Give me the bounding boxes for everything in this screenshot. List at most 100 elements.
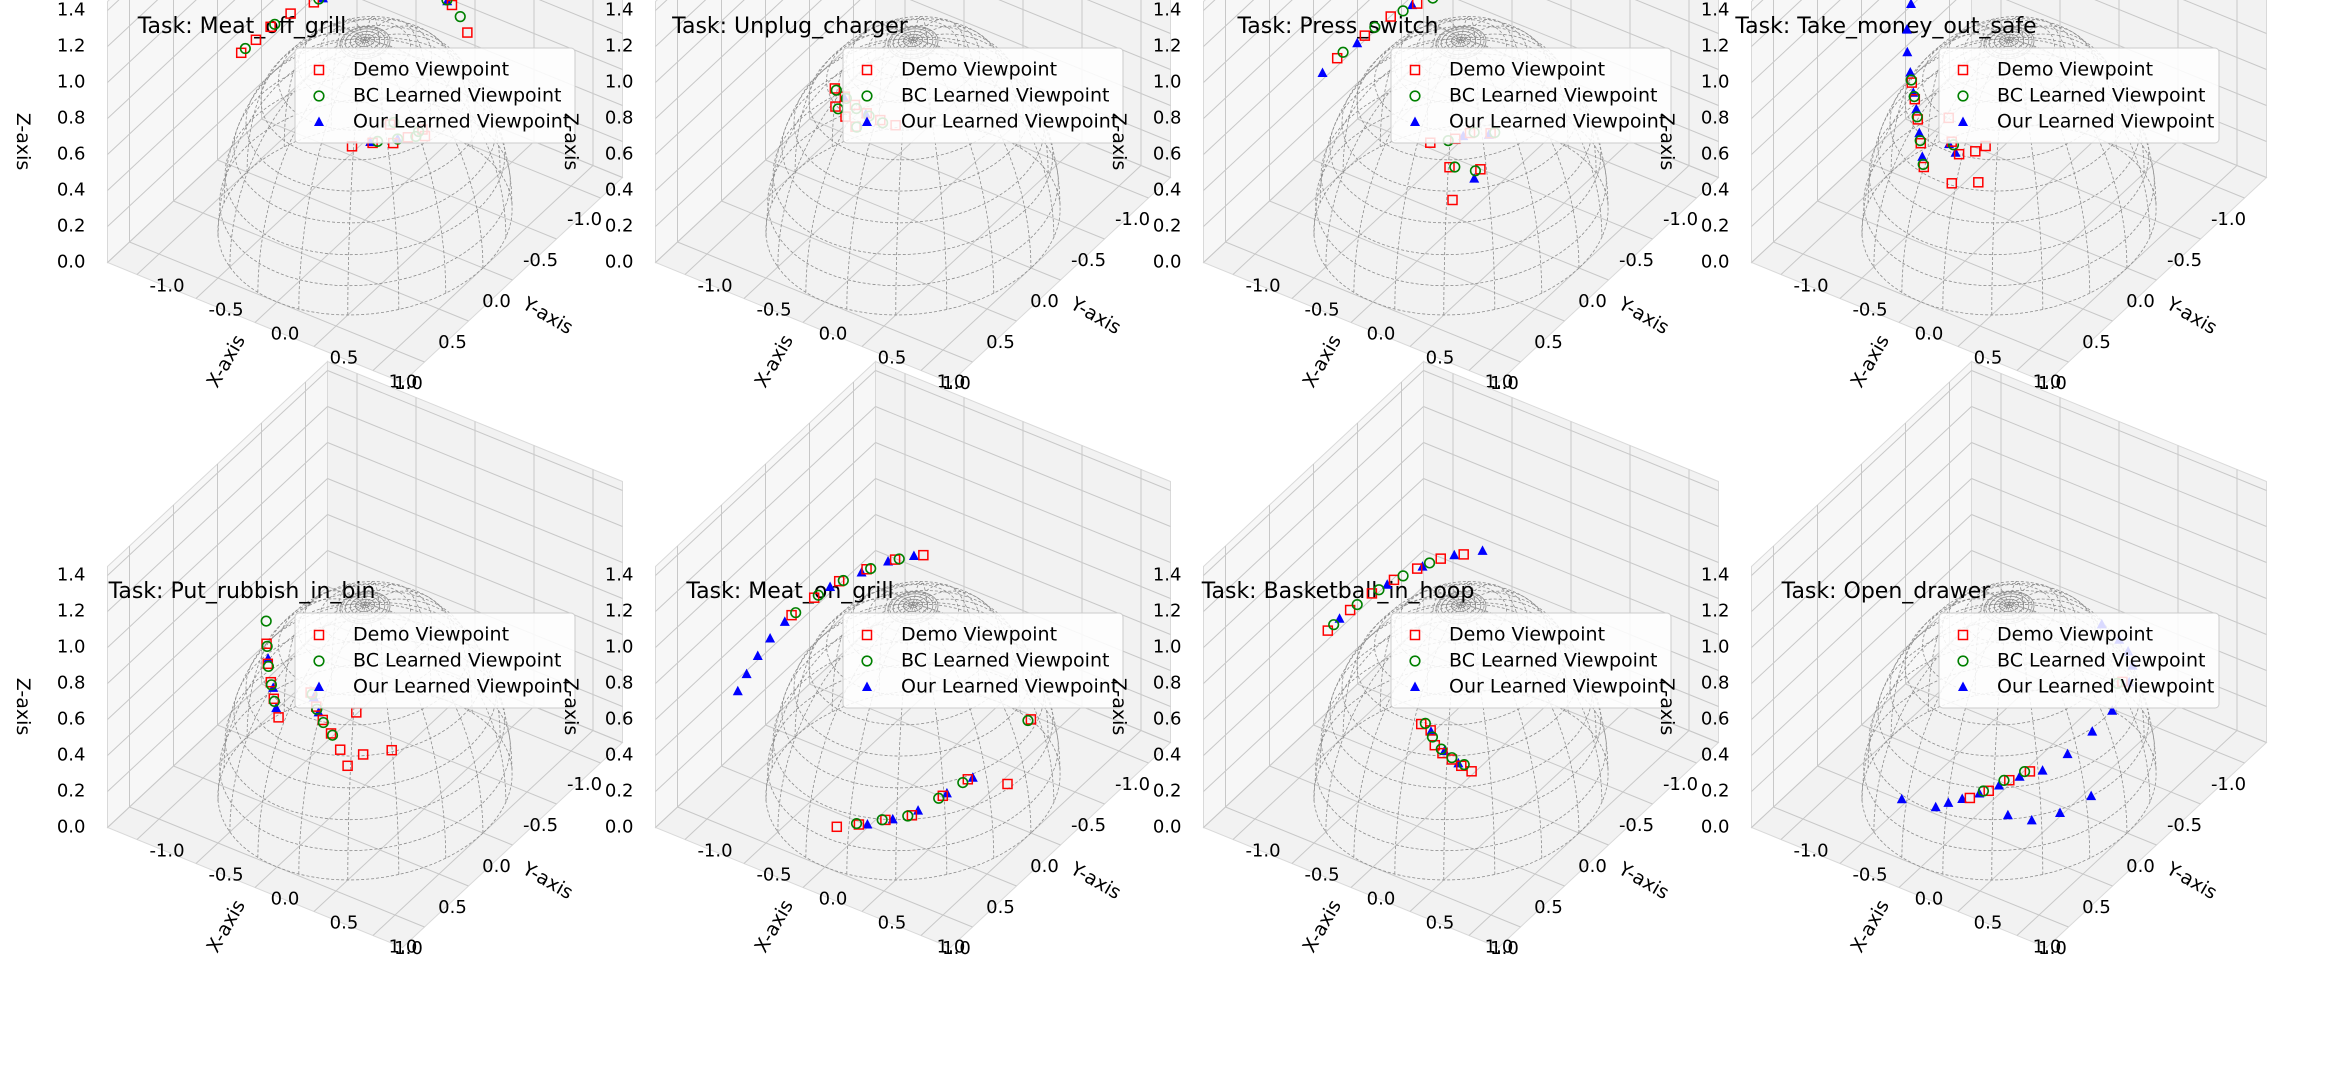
z-tick-label: 0.8 — [605, 673, 634, 694]
our-viewpoint-marker — [1453, 757, 1464, 768]
parallel-line — [765, 124, 1061, 316]
z-tick-label: 1.2 — [1701, 601, 1730, 622]
x-tick-label: -0.5 — [1304, 300, 1339, 321]
meridian-line — [364, 581, 383, 690]
bc-viewpoint-marker — [790, 607, 802, 619]
x-tick-label: -1.0 — [697, 841, 732, 862]
series-demo — [786, 549, 1037, 833]
meridian-line — [347, 604, 366, 880]
x-axis-ticks: -1.0 -0.5 0.0 0.5 1.0 — [1793, 841, 2061, 958]
bc-viewpoint-marker — [1337, 46, 1349, 58]
z-tick-label: 0.6 — [1153, 144, 1182, 165]
bc-viewpoint-marker — [261, 640, 273, 652]
y-axis-label: Y-axis — [1614, 292, 1673, 339]
side-grid-line — [1203, 586, 1424, 792]
z-tick-label: 1.4 — [1701, 565, 1730, 586]
legend-label: Our Learned Viewpoint — [1997, 676, 2214, 698]
legend-ours-marker — [1958, 116, 1968, 126]
y-tick-label: 0.0 — [482, 856, 511, 877]
legend-box — [1390, 47, 1672, 144]
z-axis-label: Z-axis — [1108, 113, 1130, 171]
floor-grid-line — [721, 200, 1017, 322]
side-grid-line — [1203, 514, 1424, 720]
z-tick-label: 0.0 — [605, 817, 634, 838]
z-tick-label: 1.0 — [1153, 72, 1182, 93]
side-grid-line — [107, 442, 328, 648]
pole-ring — [908, 601, 918, 609]
back-grid-line — [327, 442, 623, 563]
z-tick-label: 0.0 — [57, 817, 86, 838]
bc-viewpoint-marker — [1458, 759, 1470, 771]
y-tick-label: 0.0 — [2126, 291, 2155, 312]
our-viewpoint-marker — [1930, 801, 1941, 812]
floor-grid-line — [1225, 806, 1521, 928]
subplot-title: Task: Basketball_in_hoop — [1201, 579, 1475, 604]
z-tick-label: 0.0 — [1153, 817, 1182, 838]
meridian-line — [1991, 604, 2010, 880]
demo-viewpoint-marker — [830, 101, 841, 112]
y-tick-label: -1.0 — [2211, 774, 2246, 795]
legend-ours-marker — [862, 681, 872, 691]
x-axis-label: X-axis — [750, 331, 798, 391]
y-axis-ticks: -1.0 -0.5 0.0 0.5 1.0 — [2038, 774, 2246, 959]
pole-ring — [1450, 598, 1472, 613]
demo-viewpoint-marker — [386, 744, 397, 756]
meridian-line — [895, 39, 914, 315]
side-grid-line — [1203, 0, 1332, 119]
demo-viewpoint-marker — [1970, 146, 1981, 157]
x-tick-label: 1.0 — [2033, 372, 2062, 393]
meridian-line — [330, 18, 366, 131]
meridian-line — [912, 590, 1021, 713]
bc-viewpoint-marker — [1998, 774, 2010, 787]
z-tick-label: 0.2 — [57, 781, 86, 802]
demo-viewpoint-marker — [1359, 30, 1371, 41]
bc-viewpoint-marker — [1435, 743, 1447, 755]
z-tick-label: 0.4 — [605, 745, 634, 766]
side-grid-line — [1751, 0, 1919, 155]
parallel-line — [808, 590, 1018, 726]
y-tick-label: 0.5 — [1534, 332, 1563, 353]
side-grid-line — [1751, 0, 1841, 83]
z-tick-label: 0.2 — [57, 216, 86, 237]
x-tick-label: 0.5 — [1426, 913, 1455, 934]
our-viewpoint-marker — [1917, 151, 1928, 161]
our-viewpoint-marker — [2087, 726, 2098, 736]
z-tick-label: 0.2 — [1153, 781, 1182, 802]
our-viewpoint-marker — [1417, 561, 1428, 571]
our-viewpoint-marker — [2026, 814, 2037, 825]
z-tick-label: 0.2 — [1701, 781, 1730, 802]
meridian-line — [1379, 25, 1462, 147]
legend-demo-marker — [861, 64, 873, 76]
legend-box — [1390, 612, 1672, 709]
y-tick-label: -1.0 — [1115, 209, 1150, 230]
bc-viewpoint-marker — [260, 615, 272, 627]
side-grid-line — [107, 514, 328, 720]
meridian-line — [1460, 590, 1569, 713]
side-grid-line — [1203, 370, 1424, 576]
floor-grid-line — [677, 806, 973, 928]
x-tick-label: 0.0 — [271, 324, 300, 345]
floor-grid-line — [1225, 241, 1521, 363]
bc-viewpoint-marker — [1427, 0, 1439, 4]
y-tick-label: 0.0 — [1030, 291, 1059, 312]
side-grid-line — [107, 406, 328, 612]
floor-grid-line — [1861, 159, 2157, 281]
side-grid-line — [107, 0, 197, 83]
side-grid-line — [1203, 406, 1424, 612]
y-tick-label: 0.0 — [1578, 291, 1607, 312]
legend: Demo Viewpoint BC Learned Viewpoint Our Le… — [294, 612, 576, 709]
floor-grid-line — [1773, 241, 2069, 363]
z-tick-label: 0.0 — [57, 252, 86, 273]
z-axis-ticks: 0.0 0.2 0.4 0.6 0.8 1.0 1.2 1.4 — [605, 0, 634, 273]
x-tick-label: -0.5 — [1304, 865, 1339, 886]
parallel-line — [1861, 689, 2157, 881]
our-viewpoint-marker — [263, 653, 274, 663]
side-grid-line — [107, 370, 328, 576]
pole-ring — [902, 598, 924, 613]
y-axis-label: Y-axis — [2162, 857, 2221, 904]
bc-viewpoint-marker — [1419, 717, 1431, 729]
our-viewpoint-marker — [779, 616, 790, 626]
demo-viewpoint-marker — [342, 760, 353, 772]
side-grid-line — [655, 622, 876, 828]
parallel-line — [1313, 689, 1609, 881]
